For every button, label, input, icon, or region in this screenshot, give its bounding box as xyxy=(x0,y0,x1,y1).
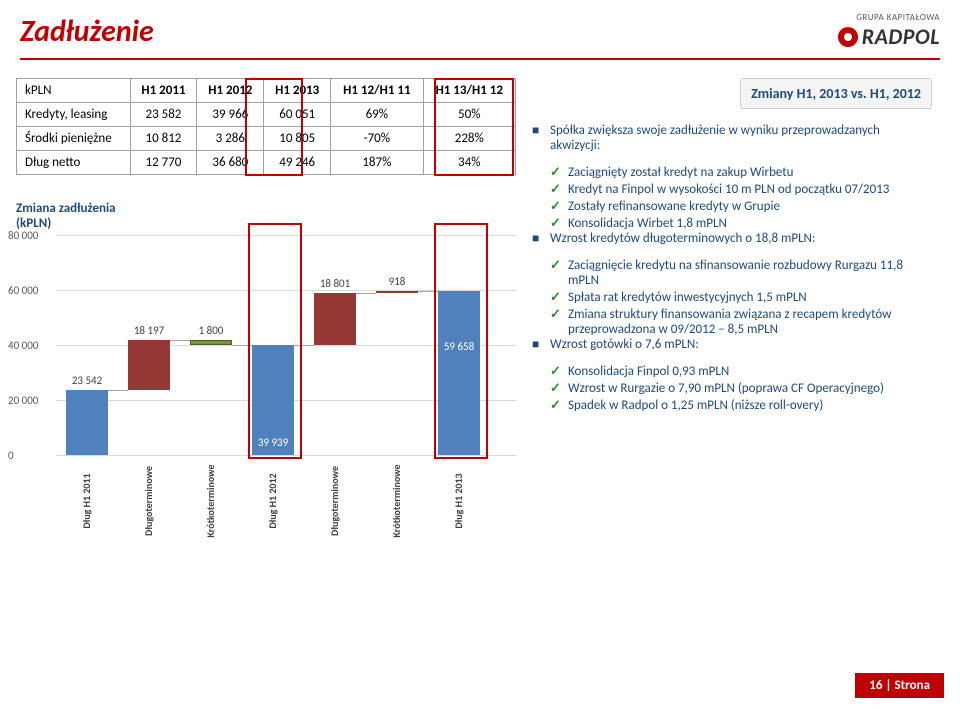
changes-badge: Zmiany H1, 2013 vs. H1, 2012 xyxy=(740,78,932,109)
col-kpln: kPLN xyxy=(17,79,131,103)
left-column: kPLN H1 2011 H1 2012 H1 2013 H1 12/H1 11… xyxy=(16,78,516,541)
chart-bar-label: 918 xyxy=(367,275,427,288)
chart-bar: 59 658 xyxy=(438,291,480,455)
right-column: Zmiany H1, 2013 vs. H1, 2012 Spółka zwię… xyxy=(532,78,932,541)
logo-icon xyxy=(838,27,858,47)
chart-connector xyxy=(108,390,128,391)
chart-bar-label: 18 197 xyxy=(119,324,179,337)
chart-bar-label: 39 939 xyxy=(243,436,303,449)
waterfall-chart: Zmiana zadłużenia (kPLN) 020 00040 00060… xyxy=(16,201,516,541)
bullet-group: Spółka zwiększa swoje zadłużenie w wynik… xyxy=(532,123,932,153)
debt-table: kPLN H1 2011 H1 2012 H1 2013 H1 12/H1 11… xyxy=(16,78,516,175)
chart-bar-segment xyxy=(438,291,480,455)
chart-bar: 918 xyxy=(376,291,418,294)
bullet-item: Wzrost w Rurgazie o 7,90 mPLN (poprawa C… xyxy=(532,381,932,396)
chart-bar: 18 801 xyxy=(314,293,356,345)
bullet-item: Spadek w Radpol o 1,25 mPLN (niższe roll… xyxy=(532,398,932,413)
chart-bar-label: 59 658 xyxy=(429,340,489,353)
col-h12011: H1 2011 xyxy=(130,79,197,103)
chart-x-labels: Dług H1 2011DługoterminoweKrótkoterminow… xyxy=(56,461,516,541)
table-row: Środki pieniężne 10 812 3 286 10 805 -70… xyxy=(17,127,516,151)
gridline: 80 000 xyxy=(56,235,516,236)
bullet-group: Wzrost gotówki o 7,6 mPLN: xyxy=(532,337,932,352)
chart-bar-label: 1 800 xyxy=(181,324,241,337)
page-footer: 16 | Strona xyxy=(855,673,944,698)
chart-bar-segment xyxy=(314,293,356,345)
y-tick-label: 60 000 xyxy=(8,284,38,297)
chart-connector xyxy=(418,291,438,292)
col-ratio1: H1 12/H1 11 xyxy=(331,79,423,103)
bullet-list: Spółka zwiększa swoje zadłużenie w wynik… xyxy=(532,123,932,413)
bullet-group: Wzrost kredytów długoterminowych o 18,8 … xyxy=(532,231,932,246)
bullet-item: Konsolidacja Finpol 0,93 mPLN xyxy=(532,364,932,379)
logo-subtitle: GRUPA KAPITAŁOWA xyxy=(838,12,940,23)
header: Zadłużenie GRUPA KAPITAŁOWA RADPOL xyxy=(0,0,960,58)
chart-bar: 23 542 xyxy=(66,390,108,455)
chart-title: Zmiana zadłużenia (kPLN) xyxy=(16,201,136,231)
page-title: Zadłużenie xyxy=(20,13,154,50)
chart-bar-segment xyxy=(190,340,232,345)
header-divider xyxy=(20,58,940,60)
y-tick-label: 0 xyxy=(8,449,14,462)
chart-bar-segment xyxy=(128,340,170,390)
chart-connector xyxy=(170,340,190,341)
col-h12012: H1 2012 xyxy=(197,79,264,103)
chart-bar: 39 939 xyxy=(252,345,294,455)
chart-plot-area: 020 00040 00060 00080 00023 54218 1971 8… xyxy=(56,235,516,455)
chart-connector xyxy=(356,293,376,294)
table-row: Dług netto 12 770 36 680 49 246 187% 34% xyxy=(17,151,516,175)
x-tick-label: Dług H1 2013 xyxy=(419,470,499,532)
bullet-item: Zmiana struktury finansowania związana z… xyxy=(532,307,932,337)
bullet-item: Zaciągnięcie kredytu na sfinansowanie ro… xyxy=(532,258,932,288)
chart-connector xyxy=(232,345,252,346)
bullet-item: Zostały refinansowane kredyty w Grupie xyxy=(532,199,932,214)
chart-bar-label: 18 801 xyxy=(305,277,365,290)
col-ratio2: H1 13/H1 12 xyxy=(423,79,515,103)
chart-bar-segment xyxy=(66,390,108,455)
y-tick-label: 80 000 xyxy=(8,229,38,242)
chart-bar-segment xyxy=(376,291,418,294)
chart-bar: 1 800 xyxy=(190,340,232,345)
y-tick-label: 40 000 xyxy=(8,339,38,352)
col-h12013: H1 2013 xyxy=(264,79,331,103)
y-tick-label: 20 000 xyxy=(8,394,38,407)
bullet-item: Konsolidacja Wirbet 1,8 mPLN xyxy=(532,216,932,231)
table-row: Kredyty, leasing 23 582 39 966 60 051 69… xyxy=(17,103,516,127)
bullet-item: Zaciągnięty został kredyt na zakup Wirbe… xyxy=(532,165,932,180)
bullet-item: Kredyt na Finpol w wysokości 10 m PLN od… xyxy=(532,182,932,197)
logo-text: RADPOL xyxy=(862,23,940,50)
logo: GRUPA KAPITAŁOWA RADPOL xyxy=(838,12,940,50)
gridline: 0 xyxy=(56,455,516,456)
table-header-row: kPLN H1 2011 H1 2012 H1 2013 H1 12/H1 11… xyxy=(17,79,516,103)
bullet-item: Spłata rat kredytów inwestycyjnych 1,5 m… xyxy=(532,290,932,305)
chart-bar-label: 23 542 xyxy=(57,374,117,387)
content: kPLN H1 2011 H1 2012 H1 2013 H1 12/H1 11… xyxy=(0,78,960,541)
chart-connector xyxy=(294,345,314,346)
chart-bar: 18 197 xyxy=(128,340,170,390)
